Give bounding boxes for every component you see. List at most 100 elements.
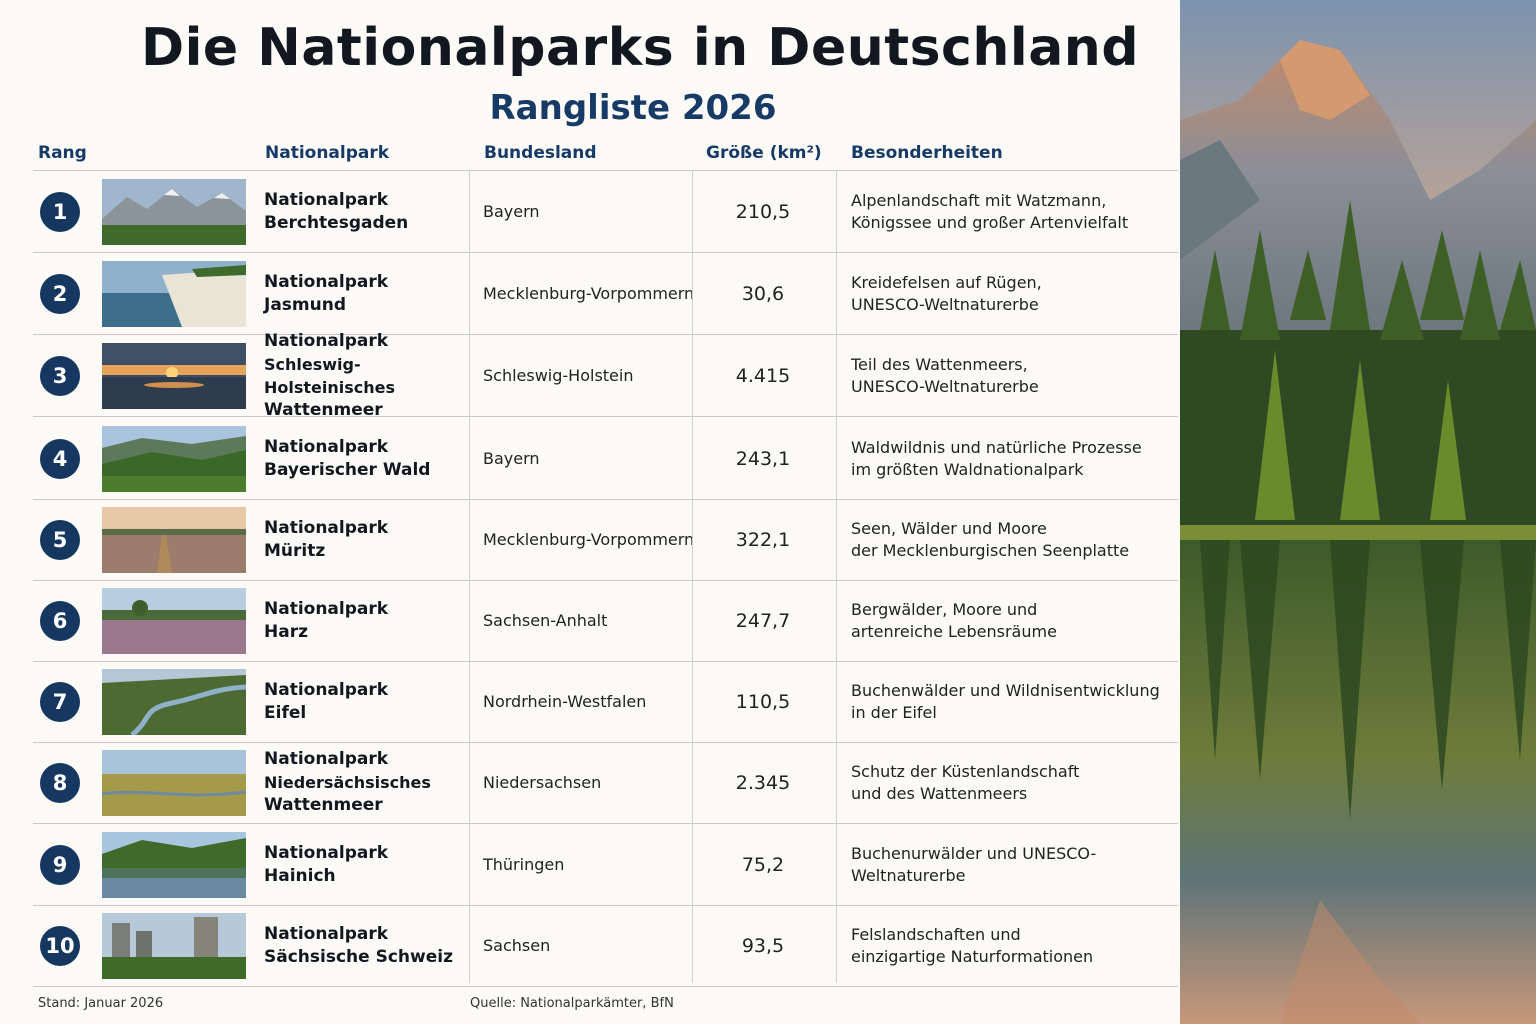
forest-hills-image (102, 425, 246, 492)
features-cell: Alpenlandschaft mit Watzmann, Königssee u… (851, 171, 1171, 252)
row-divider (33, 905, 1178, 906)
park-name-line: Bayerischer Wald (264, 459, 431, 480)
table-row: 4 Nationalpark Bayerischer Wald Bayern 243,1… (33, 418, 1178, 499)
ranking-panel: Die Nationalparks in Deutschland Ranglis… (33, 18, 1178, 1011)
features-line: Kreidefelsen auf Rügen, (851, 272, 1042, 292)
park-name-line: Harz (264, 621, 308, 642)
salt-marsh-image (102, 749, 246, 816)
row-divider (33, 580, 1178, 581)
state-cell: Sachsen-Anhalt (483, 611, 608, 630)
size-cell: 2.345 (735, 771, 791, 794)
features-cell: Schutz der Küstenlandschaft und des Watte… (851, 742, 1171, 823)
features-line: der Mecklenburgischen Seenplatte (851, 540, 1130, 560)
rank-badge: 1 (40, 191, 80, 232)
rank-badge: 6 (40, 600, 80, 641)
heath-landscape-image (102, 506, 246, 573)
footer-date: Stand: Januar 2026 (38, 996, 164, 1011)
column-header-size: Größe (km²) (706, 143, 822, 163)
chalk-cliffs-image (102, 260, 246, 327)
park-name: Nationalpark Hainich (264, 824, 469, 905)
row-divider (33, 823, 1178, 824)
column-header-state: Bundesland (484, 143, 597, 163)
table-row: 7 Nationalpark Eifel Nordrhein-Westfalen 110… (33, 661, 1178, 742)
river-valley-image (102, 668, 246, 735)
column-header-features: Besonderheiten (851, 143, 1003, 163)
features-line: Alpenlandschaft mit Watzmann, (851, 190, 1107, 210)
sandstone-rocks-image (102, 912, 246, 979)
mountain-lake-photo (1180, 0, 1536, 1024)
size-cell: 322,1 (735, 528, 791, 551)
features-cell: Buchenwälder und Wildnisentwicklung in de… (851, 661, 1171, 742)
features-line: Waldwildnis und natürliche Prozesse (851, 437, 1142, 457)
rank-badge: 3 (40, 355, 80, 396)
features-line: einzigartige Naturformationen (851, 946, 1094, 966)
rank-badge: 7 (40, 681, 80, 722)
table-row: 6 Nationalpark Harz Sachsen-Anhalt 247,7 Berg… (33, 580, 1178, 661)
column-header-park: Nationalpark (265, 143, 390, 163)
heather-meadow-image (102, 587, 246, 654)
park-name-line: Nationalpark (264, 842, 389, 863)
park-name-line: Eifel (264, 702, 307, 723)
row-divider (33, 986, 1178, 987)
features-line: Buchenurwälder und UNESCO- (851, 843, 1097, 863)
park-name: Nationalpark Niedersächsisches Wattenmeer (264, 742, 469, 823)
features-line: artenreiche Lebensräume (851, 621, 1057, 641)
size-cell: 4.415 (735, 364, 791, 387)
features-line: Seen, Wälder und Moore (851, 518, 1047, 538)
features-line: Buchenwälder und Wildnisentwicklung (851, 680, 1160, 700)
features-cell: Buchenurwälder und UNESCO- Weltnaturerbe (851, 824, 1171, 905)
park-name-line: Schleswig-Holsteinisches (264, 354, 396, 397)
features-cell: Bergwälder, Moore und artenreiche Lebensr… (851, 580, 1171, 661)
features-cell: Felslandschaften und einzigartige Naturfo… (851, 905, 1171, 986)
features-line: und des Wattenmeers (851, 783, 1028, 803)
size-cell: 93,5 (741, 934, 785, 957)
park-name-line: Wattenmeer (264, 399, 383, 420)
state-cell: Thüringen (483, 855, 565, 874)
table-row: 9 Nationalpark Hainich Thüringen 75,2 Buchenu… (33, 824, 1178, 905)
features-line: Schutz der Küstenlandschaft (851, 761, 1080, 781)
state-cell: Sachsen (483, 936, 551, 955)
park-name-line: Nationalpark (264, 923, 389, 944)
park-name: Nationalpark Eifel (264, 661, 469, 742)
table-row: 5 Nationalpark Müritz Mecklenburg-Vorpommer… (33, 499, 1178, 580)
park-name-line: Jasmund (264, 294, 347, 315)
park-name: Nationalpark Berchtesgaden (264, 171, 469, 252)
row-divider (33, 499, 1178, 500)
table-row: 2 Nationalpark Jasmund Mecklenburg-Vorpomme… (33, 253, 1178, 334)
park-name: Nationalpark Jasmund (264, 253, 469, 334)
park-name-line: Berchtesgaden (264, 212, 409, 233)
state-cell: Mecklenburg-Vorpommern (483, 530, 695, 549)
park-name: Nationalpark Schleswig-Holsteinisches Watt… (264, 331, 469, 420)
park-name-line: Nationalpark (264, 330, 389, 351)
park-name: Nationalpark Sächsische Schweiz (264, 905, 469, 986)
features-line: UNESCO-Weltnaturerbe (851, 376, 1039, 396)
row-divider (33, 416, 1178, 417)
features-line: im größten Waldnationalpark (851, 459, 1084, 479)
park-name: Nationalpark Müritz (264, 499, 469, 580)
size-cell: 243,1 (735, 447, 791, 470)
size-cell: 75,2 (741, 853, 785, 876)
features-line: Bergwälder, Moore und (851, 599, 1038, 619)
park-name-line: Hainich (264, 865, 336, 886)
row-divider (33, 661, 1178, 662)
table-row: 1 Nationalpark Berchtesgaden Bayern 210,5 Alp… (33, 171, 1178, 252)
mountain-lake-illustration (1180, 0, 1536, 1024)
alpine-mountains-image (102, 178, 246, 245)
park-name-line: Niedersächsisches (264, 773, 431, 792)
park-name-line: Nationalpark (264, 517, 389, 538)
park-name-line: Sächsische Schweiz (264, 946, 453, 967)
column-divider (469, 171, 470, 983)
rank-badge: 5 (40, 519, 80, 560)
park-name-line: Nationalpark (264, 679, 389, 700)
features-cell: Seen, Wälder und Moore der Mecklenburgisc… (851, 499, 1171, 580)
forest-lake-image (102, 831, 246, 898)
row-divider (33, 742, 1178, 743)
column-divider (692, 171, 693, 983)
park-name-line: Nationalpark (264, 189, 389, 210)
table-row: 8 Nationalpark Niedersächsisches Wattenmeer… (33, 742, 1178, 823)
rank-badge: 8 (40, 762, 80, 803)
page-subtitle: Rangliste 2026 (489, 88, 777, 128)
table-row: 10 Nationalpark Sächsische Schweiz Sachsen 9… (33, 905, 1178, 986)
row-divider (33, 334, 1178, 335)
size-cell: 30,6 (741, 282, 785, 305)
